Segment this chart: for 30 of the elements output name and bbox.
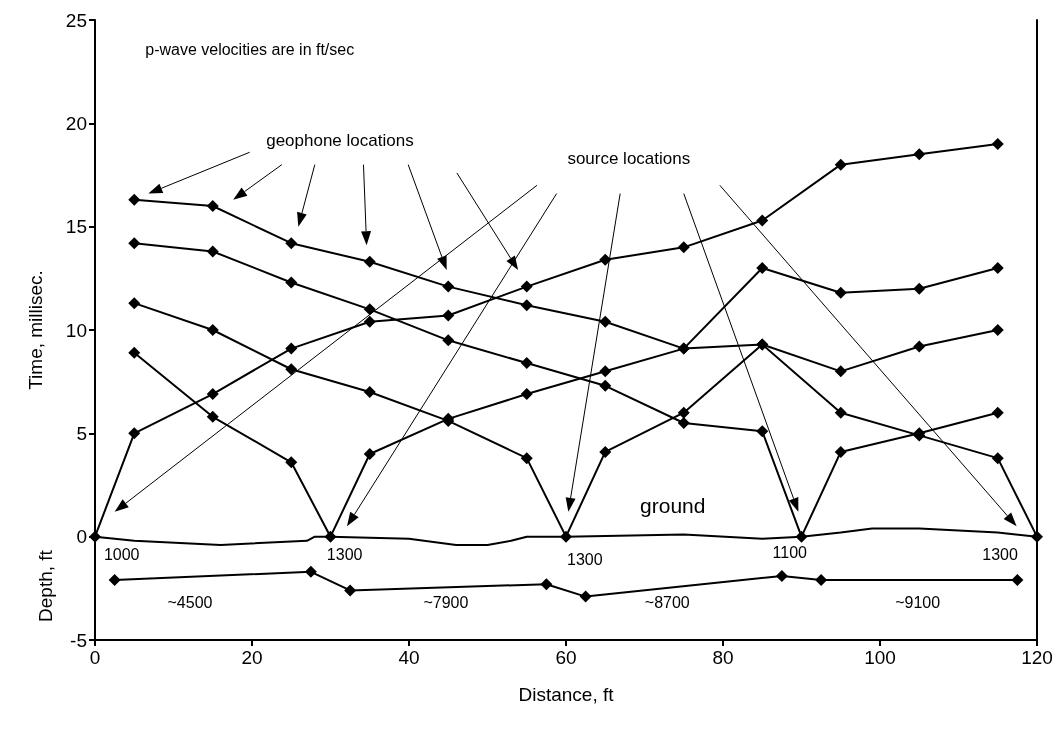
annotation: 1300 [982,546,1018,564]
annotation: ground [640,493,706,517]
x-tick-label: 40 [398,647,420,668]
y-tick-label: 15 [65,216,87,238]
y-tick-label: 5 [76,422,87,444]
annotation: geophone locations [266,130,414,150]
y-tick-label: -5 [70,629,87,651]
x-tick-label: 20 [241,647,263,668]
annotation: ~8700 [644,593,690,611]
y-axis-title: Time, millisec. [25,270,46,390]
x-tick-label: 80 [712,647,734,668]
x-tick-label: 100 [864,647,896,668]
x-tick-label: 120 [1021,647,1053,668]
x-tick-label: 60 [555,647,577,668]
y-tick-label: 0 [76,526,87,548]
y-tick-label: 10 [65,319,87,341]
y-tick-label: 20 [65,112,87,134]
annotation: ~4500 [167,593,213,611]
y-tick-label: 25 [65,9,87,31]
annotation: 1300 [567,551,603,569]
annotation: ~9100 [895,593,941,611]
x-tick-label: 0 [89,647,101,668]
text: Depth, ft [34,550,56,623]
annotation: source locations [567,148,691,168]
annotation: 1300 [326,546,363,564]
annotation: ~7900 [423,593,469,611]
annotation: 1100 [772,544,807,562]
x-axis-title: Distance, ft [518,684,615,705]
annotation: p-wave velocities are in ft/sec [145,40,355,58]
annotation: 1000 [103,546,140,564]
